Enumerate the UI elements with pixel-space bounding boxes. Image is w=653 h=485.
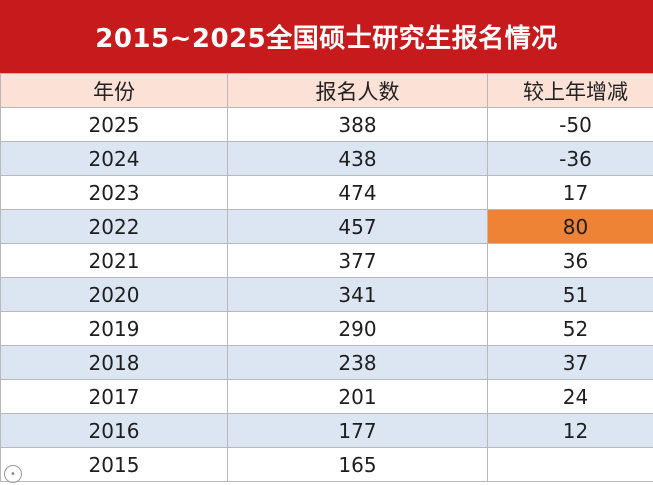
cell-change[interactable]: 24 bbox=[487, 379, 653, 414]
header-year[interactable]: 年份 bbox=[0, 73, 228, 108]
cell-count[interactable]: 457 bbox=[227, 209, 488, 244]
cell-change[interactable]: 37 bbox=[487, 345, 653, 380]
table-row: 2017 201 24 bbox=[0, 379, 653, 414]
table-row: 2024 438 -36 bbox=[0, 141, 653, 176]
cell-change[interactable]: -36 bbox=[487, 141, 653, 176]
cell-change[interactable]: 12 bbox=[487, 413, 653, 448]
table-row: 2016 177 12 bbox=[0, 413, 653, 448]
cell-year[interactable]: 2021 bbox=[0, 243, 228, 278]
cell-count[interactable]: 165 bbox=[227, 447, 488, 482]
table-row: 2023 474 17 bbox=[0, 175, 653, 210]
table-row: 2020 341 51 bbox=[0, 277, 653, 312]
cell-year[interactable]: 2018 bbox=[0, 345, 228, 380]
table-title: 2015~2025全国硕士研究生报名情况 bbox=[0, 0, 653, 74]
cell-year[interactable]: 2020 bbox=[0, 277, 228, 312]
cell-year[interactable]: 2016 bbox=[0, 413, 228, 448]
cell-year[interactable]: 2015 bbox=[0, 447, 228, 482]
table-row: 2019 290 52 bbox=[0, 311, 653, 346]
cell-year[interactable]: 2024 bbox=[0, 141, 228, 176]
header-change[interactable]: 较上年增减 bbox=[487, 73, 653, 108]
cell-change-highlighted[interactable]: 80 bbox=[487, 209, 653, 244]
cell-count[interactable]: 474 bbox=[227, 175, 488, 210]
cell-count[interactable]: 388 bbox=[227, 107, 488, 142]
cell-change[interactable]: -50 bbox=[487, 107, 653, 142]
table-row: 2015 165 bbox=[0, 447, 653, 482]
cell-change[interactable]: 51 bbox=[487, 277, 653, 312]
cell-count[interactable]: 290 bbox=[227, 311, 488, 346]
cell-year[interactable]: 2019 bbox=[0, 311, 228, 346]
header-row: 年份 报名人数 较上年增减 bbox=[0, 73, 653, 108]
cell-change[interactable]: 36 bbox=[487, 243, 653, 278]
cell-count[interactable]: 341 bbox=[227, 277, 488, 312]
cell-change[interactable]: 52 bbox=[487, 311, 653, 346]
cell-change[interactable] bbox=[487, 447, 653, 482]
table-row: 2025 388 -50 bbox=[0, 107, 653, 142]
data-table: 年份 报名人数 较上年增减 2025 388 -50 2024 438 -36 … bbox=[0, 73, 653, 482]
cell-count[interactable]: 377 bbox=[227, 243, 488, 278]
header-count[interactable]: 报名人数 bbox=[227, 73, 488, 108]
cell-year[interactable]: 2022 bbox=[0, 209, 228, 244]
cell-year[interactable]: 2025 bbox=[0, 107, 228, 142]
table-row: 2022 457 80 bbox=[0, 209, 653, 244]
cell-year[interactable]: 2023 bbox=[0, 175, 228, 210]
table-row: 2018 238 37 bbox=[0, 345, 653, 380]
table-row: 2021 377 36 bbox=[0, 243, 653, 278]
circle-mark-icon: • bbox=[4, 465, 22, 483]
cell-count[interactable]: 177 bbox=[227, 413, 488, 448]
cell-count[interactable]: 438 bbox=[227, 141, 488, 176]
cell-change[interactable]: 17 bbox=[487, 175, 653, 210]
cell-year[interactable]: 2017 bbox=[0, 379, 228, 414]
cell-count[interactable]: 238 bbox=[227, 345, 488, 380]
cell-count[interactable]: 201 bbox=[227, 379, 488, 414]
